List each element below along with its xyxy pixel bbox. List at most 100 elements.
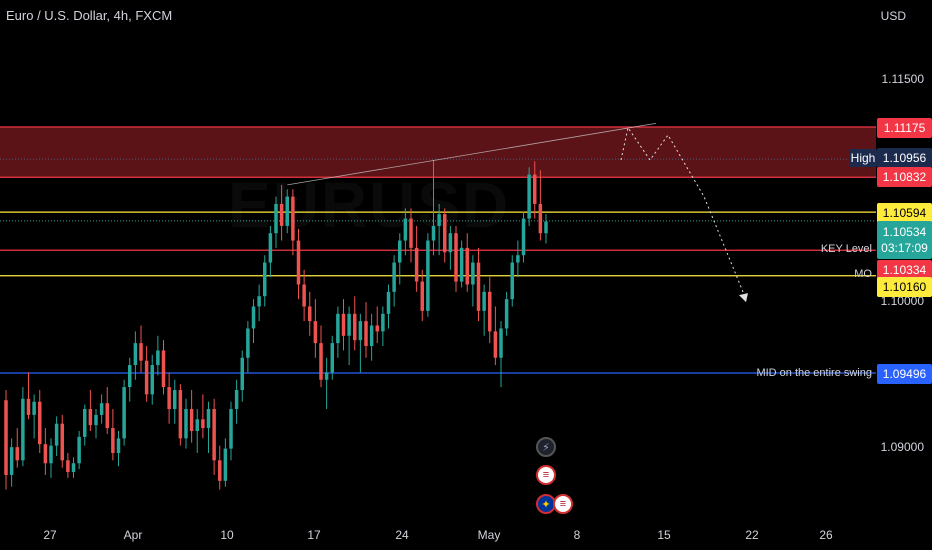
candle [144, 360, 149, 395]
candle [251, 306, 256, 329]
zone-bottom-price-tag: 1.10832 [877, 167, 932, 187]
candle [527, 174, 531, 219]
candle [443, 214, 447, 253]
candle [308, 306, 312, 322]
key-level-price-tag: 1.10334 [877, 260, 932, 280]
time-tick: Apr [123, 528, 143, 542]
candle [414, 247, 419, 282]
candle [538, 203, 543, 234]
time-tick: 15 [657, 528, 671, 542]
candle [403, 218, 408, 241]
candle [296, 240, 301, 285]
trend-line [287, 122, 657, 186]
candle [21, 398, 25, 461]
last-price-tag: 1.10534 03:17:09 [877, 221, 932, 259]
lightning-icon[interactable]: ⚡ [536, 437, 556, 457]
candle [420, 281, 424, 311]
candle [71, 463, 76, 473]
candle [161, 350, 166, 388]
currency-label[interactable]: USD [880, 9, 906, 23]
candle [285, 196, 289, 226]
candle [510, 262, 514, 300]
candle [392, 262, 396, 292]
candle [471, 262, 475, 285]
candle [257, 296, 261, 307]
time-tick: May [477, 528, 501, 542]
candle [116, 438, 121, 453]
candle [375, 325, 379, 332]
candle [38, 401, 42, 445]
time-tick: 22 [745, 528, 759, 542]
candle [223, 448, 228, 481]
projection-arrowhead [739, 293, 748, 303]
candle [54, 423, 59, 446]
us-flag-icon[interactable]: ≡ [553, 494, 573, 514]
yellow-level-price-tag: 1.10594 [877, 203, 932, 223]
candle [263, 262, 267, 297]
price-tick: 1.11500 [881, 72, 925, 86]
candle [201, 419, 205, 429]
candle [291, 196, 295, 241]
candle [178, 389, 183, 439]
candle [369, 325, 374, 347]
candle [409, 218, 413, 248]
time-tick: 27 [43, 528, 57, 542]
time-tick: 17 [307, 528, 321, 542]
time-tick: 8 [573, 528, 581, 542]
us-flag-icon[interactable]: ≡ [536, 465, 556, 485]
candle [268, 233, 273, 263]
candle [77, 436, 81, 464]
candle [94, 414, 98, 426]
candle [313, 321, 318, 344]
candle [319, 343, 323, 380]
candle [516, 255, 520, 263]
candle [167, 387, 171, 410]
last-price: 1.10534 [882, 225, 927, 239]
candle [454, 233, 458, 282]
key-level-label: KEY Level [820, 243, 872, 255]
candle [195, 419, 199, 432]
candle [386, 291, 391, 314]
candle [128, 365, 132, 388]
price-tick: 1.09000 [880, 440, 924, 454]
zone-top-price-tag: 1.11175 [877, 118, 932, 138]
candle [133, 343, 138, 366]
candle [212, 409, 216, 461]
candle [279, 203, 284, 226]
candle [381, 313, 385, 332]
candle [533, 174, 537, 204]
candle [189, 409, 194, 432]
candle [15, 447, 19, 461]
candle [99, 403, 104, 415]
price-tick: 1.10000 [880, 294, 924, 308]
candle [9, 447, 14, 475]
candle [347, 313, 351, 336]
candle [330, 343, 334, 373]
bar-countdown: 03:17:09 [881, 241, 928, 255]
candle [493, 331, 498, 358]
candle [353, 313, 357, 341]
candle [482, 291, 486, 311]
candle [234, 389, 239, 410]
candle [459, 247, 464, 282]
time-tick: 10 [220, 528, 234, 542]
candle [66, 460, 70, 473]
candle [83, 409, 87, 437]
candle [431, 225, 436, 241]
candle [274, 203, 278, 234]
candle [150, 365, 154, 395]
mo-label: MO [854, 268, 872, 280]
candle [465, 247, 469, 285]
candle [122, 387, 126, 439]
candle [476, 262, 481, 311]
candle [173, 389, 177, 410]
candle [4, 400, 8, 475]
candle [156, 350, 160, 366]
high-badge: High [849, 149, 877, 167]
candle [43, 444, 48, 464]
resistance-zone [0, 127, 876, 178]
candle [246, 328, 250, 358]
candle [26, 398, 31, 415]
